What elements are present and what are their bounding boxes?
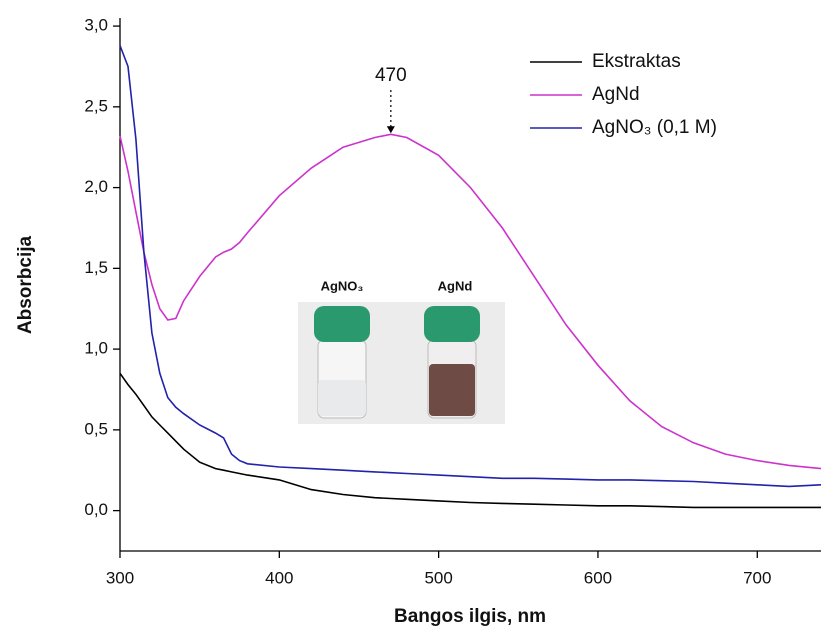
y-tick-label: 2,5 — [84, 96, 108, 115]
annotation: 470 — [375, 65, 407, 86]
y-tick-label: 0,0 — [84, 500, 108, 519]
y-tick-label: 3,0 — [84, 16, 108, 35]
chart: Bangos ilgis, nm Absorbcija AgNO₃ AgNd 0… — [0, 0, 821, 630]
annotation-arrowhead — [387, 126, 395, 133]
inset-label: AgNO₃ — [321, 278, 364, 293]
x-tick-label: 500 — [424, 568, 452, 587]
inset-photo — [298, 302, 505, 424]
x-tick-label: 300 — [106, 568, 134, 587]
legend-label: AgNO₃ (0,1 M) — [592, 117, 717, 138]
x-tick-label: 600 — [584, 568, 612, 587]
x-axis-title: Bangos ilgis, nm — [394, 606, 546, 627]
x-tick-label: 700 — [743, 568, 771, 587]
y-tick-label: 1,5 — [84, 258, 108, 277]
y-tick-label: 1,0 — [84, 339, 108, 358]
legend-label: AgNd — [592, 84, 640, 105]
y-axis-title: Absorbcija — [15, 235, 36, 334]
inset-label: AgNd — [438, 278, 473, 293]
x-tick-label: 400 — [265, 568, 293, 587]
legend-label: Ekstraktas — [592, 51, 681, 72]
y-tick-label: 2,0 — [84, 177, 108, 196]
y-tick-label: 0,5 — [84, 419, 108, 438]
